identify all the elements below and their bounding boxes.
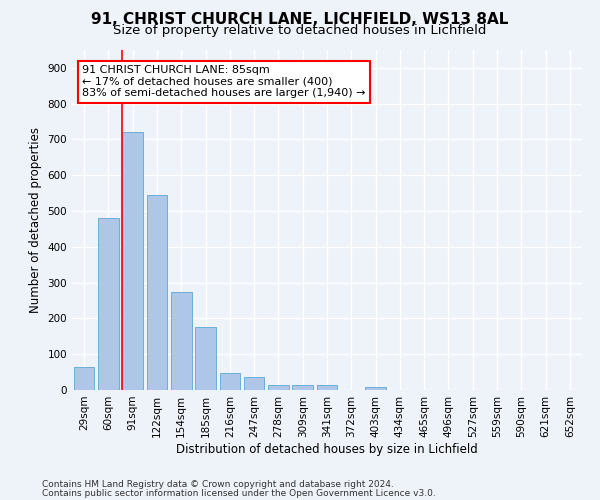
X-axis label: Distribution of detached houses by size in Lichfield: Distribution of detached houses by size … [176, 442, 478, 456]
Bar [244, 378, 265, 390]
Y-axis label: Number of detached properties: Number of detached properties [29, 127, 42, 313]
Bar [171, 292, 191, 390]
Text: 91, CHRIST CHURCH LANE, LICHFIELD, WS13 8AL: 91, CHRIST CHURCH LANE, LICHFIELD, WS13 … [91, 12, 509, 28]
Text: Contains public sector information licensed under the Open Government Licence v3: Contains public sector information licen… [42, 489, 436, 498]
Bar [220, 373, 240, 390]
Bar [195, 328, 216, 390]
Bar [317, 386, 337, 390]
Bar [268, 384, 289, 390]
Bar [292, 386, 313, 390]
Text: 91 CHRIST CHURCH LANE: 85sqm
← 17% of detached houses are smaller (400)
83% of s: 91 CHRIST CHURCH LANE: 85sqm ← 17% of de… [82, 66, 366, 98]
Bar [365, 387, 386, 390]
Bar [98, 218, 119, 390]
Text: Size of property relative to detached houses in Lichfield: Size of property relative to detached ho… [113, 24, 487, 37]
Bar [146, 195, 167, 390]
Bar [74, 366, 94, 390]
Bar [122, 132, 143, 390]
Text: Contains HM Land Registry data © Crown copyright and database right 2024.: Contains HM Land Registry data © Crown c… [42, 480, 394, 489]
